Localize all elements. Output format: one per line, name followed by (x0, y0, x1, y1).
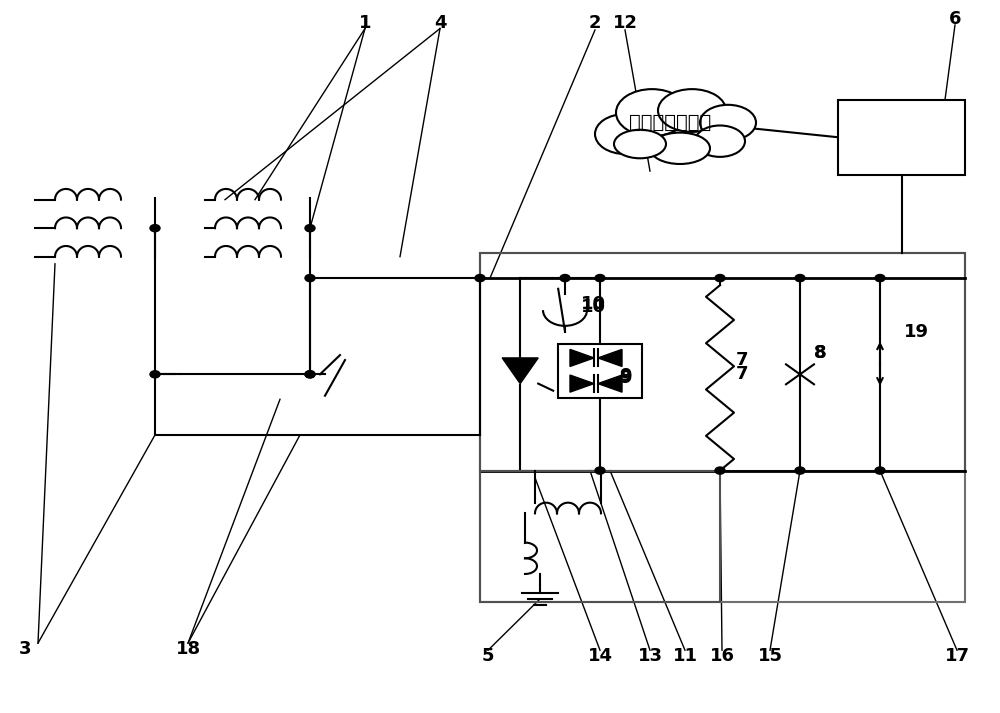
Bar (480, 471, 720, 602)
Circle shape (475, 275, 485, 282)
Polygon shape (570, 349, 594, 366)
Text: 7: 7 (736, 351, 748, 369)
Text: 16: 16 (710, 647, 734, 665)
Text: 11: 11 (672, 647, 698, 665)
Circle shape (875, 275, 885, 282)
Text: 4: 4 (434, 14, 446, 32)
Polygon shape (570, 375, 594, 392)
Text: 8: 8 (814, 344, 826, 362)
Text: 14: 14 (588, 647, 612, 665)
Ellipse shape (616, 89, 688, 136)
Text: 9: 9 (619, 367, 631, 386)
Text: 5: 5 (482, 647, 494, 665)
Ellipse shape (700, 105, 756, 140)
Text: 7: 7 (736, 365, 748, 384)
Circle shape (305, 275, 315, 282)
Ellipse shape (695, 125, 745, 157)
Circle shape (150, 371, 160, 378)
Bar (480, 253, 965, 602)
Text: 6: 6 (949, 9, 961, 28)
Circle shape (715, 467, 725, 474)
Circle shape (560, 275, 570, 282)
Text: 电力系统监测网: 电力系统监测网 (629, 113, 711, 132)
Text: 13: 13 (638, 647, 662, 665)
Ellipse shape (650, 133, 710, 164)
Ellipse shape (595, 114, 655, 154)
Text: 8: 8 (814, 344, 826, 362)
Text: 2: 2 (589, 14, 601, 32)
Polygon shape (598, 375, 622, 392)
Circle shape (875, 467, 885, 474)
Circle shape (795, 275, 805, 282)
Circle shape (715, 275, 725, 282)
Text: 1: 1 (359, 14, 371, 32)
Bar (558, 344, 642, 398)
Text: 9: 9 (619, 369, 631, 387)
Text: 10: 10 (580, 295, 606, 314)
Circle shape (305, 225, 315, 232)
Text: 17: 17 (944, 647, 970, 665)
Bar (838, 100, 965, 175)
Circle shape (595, 275, 605, 282)
Polygon shape (502, 358, 538, 384)
Bar (480, 253, 965, 471)
Circle shape (795, 467, 805, 474)
Polygon shape (598, 349, 622, 366)
Text: 3: 3 (19, 640, 31, 658)
Text: 12: 12 (612, 14, 638, 32)
Circle shape (305, 371, 315, 378)
Circle shape (595, 467, 605, 474)
Circle shape (305, 371, 315, 378)
Circle shape (150, 225, 160, 232)
Ellipse shape (658, 89, 726, 132)
Text: 10: 10 (580, 297, 606, 316)
Text: 18: 18 (175, 640, 201, 658)
Ellipse shape (614, 130, 666, 158)
Text: 15: 15 (758, 647, 782, 665)
Text: 19: 19 (904, 322, 929, 341)
